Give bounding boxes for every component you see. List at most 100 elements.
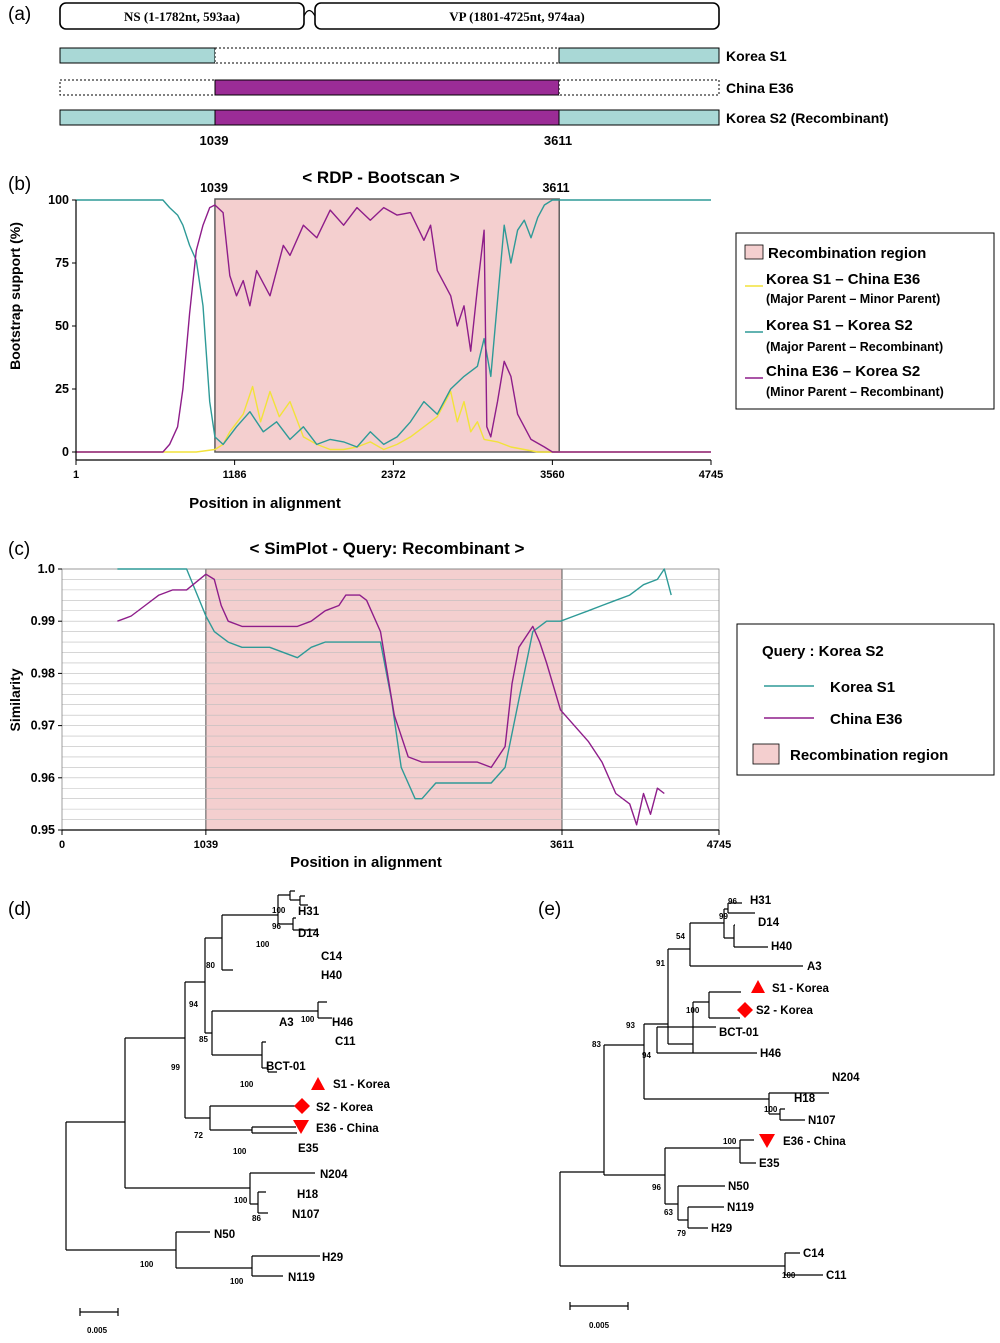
panel-label-a: (a) — [8, 4, 31, 25]
tree-tip: N119 — [727, 1202, 754, 1214]
support-value: 54 — [676, 932, 685, 941]
phylogenetic-tree-d — [65, 890, 332, 1316]
genome-map: NS (1-1782nt, 593aa) VP (1801-4725nt, 97… — [59, 2, 889, 148]
tree-d-labels: H31 D14 C14 H40 A3 H46 C11 BCT-01 S1 - K… — [214, 906, 390, 1284]
support-value: 100 — [140, 1260, 154, 1269]
tree-branch — [559, 1171, 785, 1267]
tree-tip: E35 — [298, 1143, 319, 1155]
tree-branch — [643, 1023, 769, 1100]
tree-tip: H40 — [321, 970, 342, 982]
tree-tip: S2 - Korea — [756, 1005, 813, 1017]
legend-label: China E36 — [830, 711, 903, 728]
tree-branch — [124, 1037, 250, 1189]
track-segment — [214, 79, 560, 96]
tree-e-labels: H31 D14 H40 A3 S1 - Korea S2 - Korea BCT… — [711, 895, 860, 1282]
tree-tip: BCT-01 — [266, 1061, 306, 1073]
track-segment — [558, 109, 720, 126]
tree-tip: C11 — [826, 1270, 847, 1282]
y-tick-label: 0.97 — [31, 719, 55, 733]
tree-branch — [768, 1092, 829, 1115]
tree-branch — [209, 1105, 295, 1131]
tree-tip: N50 — [214, 1229, 235, 1241]
triangle-down-icon — [759, 1134, 775, 1148]
x-tick-label: 4745 — [707, 839, 731, 851]
legend-label: Recombination region — [768, 245, 926, 262]
support-value: 100 — [272, 906, 286, 915]
track-label: Korea S1 — [726, 48, 787, 64]
x-tick-label: 1186 — [223, 469, 247, 481]
support-value: 63 — [664, 1208, 673, 1217]
series-line-3 — [76, 204, 711, 453]
x-axis-label: Position in alignment — [290, 854, 442, 871]
legend-label: Korea S1 — [830, 679, 895, 696]
bootscan-chart: < RDP - Bootscan > 1039 3611 Position in… — [7, 168, 723, 512]
panel-label-b: (b) — [8, 174, 31, 195]
series-line-2 — [117, 573, 665, 826]
support-value: 96 — [272, 922, 281, 931]
tree-tip: C14 — [803, 1248, 825, 1260]
tree-branch — [261, 1041, 268, 1069]
panel-label-e: (e) — [538, 899, 561, 920]
tree-branch — [656, 1026, 716, 1054]
tree-tip: H46 — [760, 1048, 781, 1060]
recombination-region — [214, 198, 560, 453]
x-tick-label: 1039 — [194, 839, 218, 851]
tree-branch — [292, 917, 317, 931]
track-label: Korea S2 (Recombinant) — [726, 110, 889, 126]
y-tick-label: 0.98 — [31, 666, 55, 680]
tree-branch — [664, 1147, 740, 1205]
diamond-icon — [737, 1002, 753, 1018]
scale-bar-label: 0.005 — [589, 1321, 610, 1330]
panel-label-c: (c) — [8, 539, 30, 560]
tree-branch — [677, 1185, 725, 1221]
legend-box — [736, 623, 995, 776]
support-value: 83 — [592, 1040, 601, 1049]
tree-tip: H31 — [298, 906, 320, 918]
tree-branch — [249, 1172, 315, 1205]
chart-title: < RDP - Bootscan > — [302, 168, 460, 187]
tree-branch — [184, 981, 210, 1119]
support-value: 86 — [252, 1214, 261, 1223]
tree-branch — [251, 1126, 297, 1134]
tree-branch — [739, 1139, 756, 1164]
legend-sublabel: (Minor Parent – Recombinant) — [766, 385, 944, 399]
scale-bar-label: 0.005 — [87, 1326, 108, 1335]
tree-d-markers — [293, 1077, 325, 1134]
tree-branch — [689, 922, 803, 967]
x-tick-label: 1 — [73, 469, 79, 481]
legend-label: Korea S1 – Korea S2 — [766, 317, 913, 334]
tree-tip: C11 — [335, 1036, 356, 1048]
support-value: 91 — [656, 959, 665, 968]
support-value: 100 — [764, 1105, 778, 1114]
tree-branch — [175, 1231, 252, 1269]
x-tick-label: 3611 — [550, 839, 574, 851]
tree-tip: N50 — [728, 1181, 749, 1193]
legend-sublabel: (Major Parent – Recombinant) — [766, 340, 943, 354]
y-tick-label: 0.99 — [31, 614, 55, 628]
tree-tip: E35 — [759, 1158, 780, 1170]
track-segment — [59, 109, 216, 126]
track-korea-s1: Korea S1 — [59, 47, 787, 64]
tree-tip: C14 — [321, 951, 343, 963]
y-axis-label: Bootstrap support (%) — [7, 222, 23, 370]
y-tick-label: 50 — [55, 319, 69, 333]
series-line-1 — [76, 385, 711, 453]
support-value: 80 — [206, 961, 215, 970]
tree-tip: N107 — [292, 1209, 320, 1221]
tree-tip: N204 — [320, 1169, 348, 1181]
track-china-e36: China E36 — [59, 79, 794, 96]
tree-d-support: 100 96 100 80 94 100 85 100 99 72 100 10… — [140, 906, 315, 1286]
tree-branch — [708, 991, 741, 1019]
phylogenetic-tree-e — [559, 902, 829, 1310]
legend-title: Query : Korea S2 — [762, 643, 884, 660]
breakpoint-label-start: 1039 — [200, 181, 228, 195]
bootscan-legend: Recombination region Korea S1 – China E3… — [735, 232, 995, 410]
tree-tip: D14 — [758, 917, 780, 929]
tree-branch — [289, 890, 300, 901]
tree-tip: H18 — [794, 1093, 816, 1105]
support-value: 96 — [652, 1183, 661, 1192]
y-tick-label: 0 — [62, 445, 69, 459]
support-value: 100 — [723, 1137, 737, 1146]
track-segment — [214, 109, 560, 126]
